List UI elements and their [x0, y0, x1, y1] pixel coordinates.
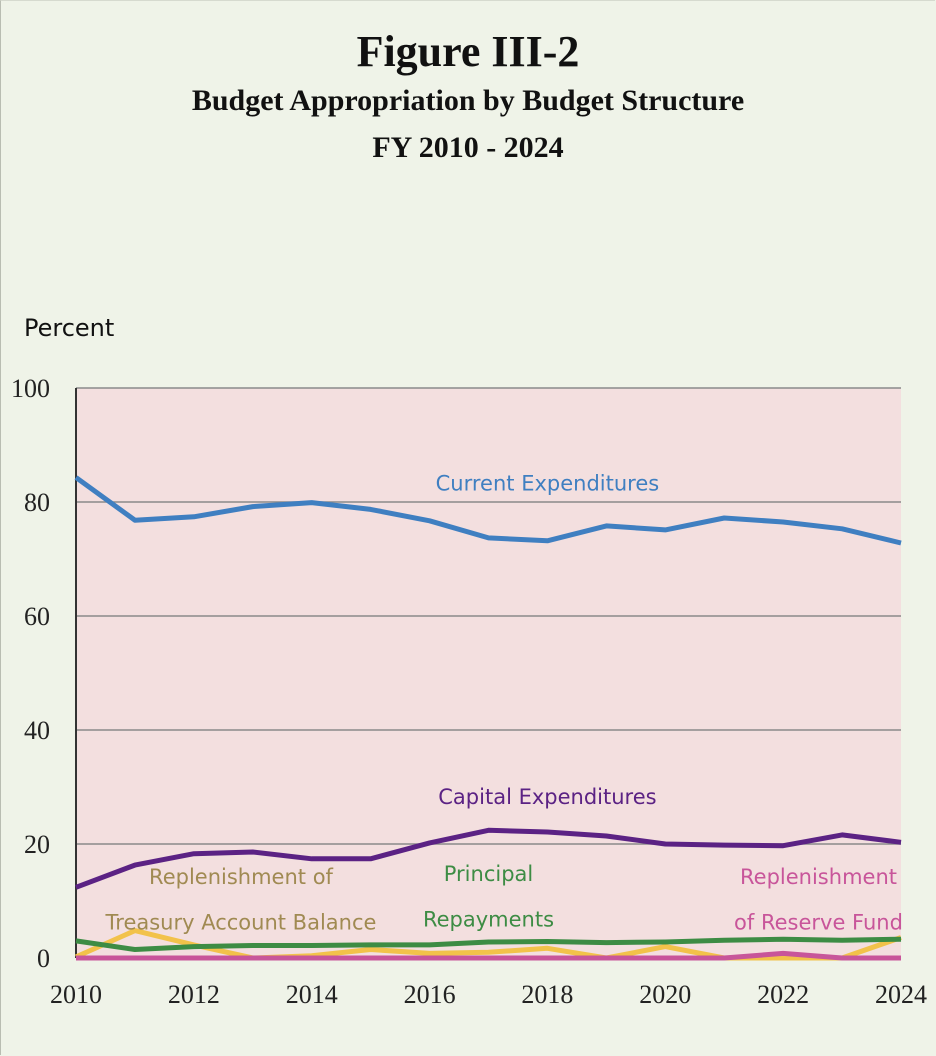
series-label-4-line-1: of Reserve Fund	[734, 911, 903, 935]
x-tick-label-2016: 2016	[404, 980, 456, 1009]
series-line-replenishment-of-reserve-fund	[76, 950, 901, 961]
chart-period: FY 2010 - 2024	[372, 131, 564, 164]
y-tick-label-40: 40	[24, 716, 50, 745]
y-tick-label-60: 60	[24, 602, 50, 631]
x-tick-label-2018: 2018	[521, 980, 573, 1009]
chart-title: Budget Appropriation by Budget Structure	[191, 84, 745, 117]
series-line-principal-repayments	[75, 936, 902, 952]
x-tick-label-2024: 2024	[875, 980, 927, 1009]
x-tick-label-2014: 2014	[286, 980, 338, 1009]
x-tick-label-2020: 2020	[639, 980, 691, 1009]
x-tick-label-2012: 2012	[168, 980, 220, 1009]
plot-area	[76, 388, 901, 958]
y-tick-label-20: 20	[24, 830, 50, 859]
series-label-3-line-0: Replenishment of	[149, 865, 333, 889]
x-tick-label-2010: 2010	[50, 980, 102, 1009]
series-line-replenishment-of-treasury-account-balance	[74, 928, 902, 961]
series-label-2-line-0: Principal	[444, 862, 534, 886]
y-axis-label: Percent	[24, 314, 115, 342]
y-tick-label-0: 0	[37, 944, 50, 973]
x-tick-label-2022: 2022	[757, 980, 809, 1009]
series-label-1-line-0: Capital Expenditures	[438, 785, 656, 809]
y-tick-label-80: 80	[24, 488, 50, 517]
series-line-current-expenditures	[74, 475, 902, 546]
series-line-capital-expenditures	[75, 827, 902, 890]
series-label-4-line-0: Replenishment	[740, 865, 897, 889]
series-label-3-line-1: Treasury Account Balance	[105, 911, 377, 935]
y-tick-label-100: 100	[11, 374, 50, 403]
series-label-0-line-0: Current Expenditures	[436, 472, 660, 496]
figure-number: Figure III-2	[356, 27, 580, 76]
series-label-2-line-1: Repayments	[423, 908, 554, 932]
